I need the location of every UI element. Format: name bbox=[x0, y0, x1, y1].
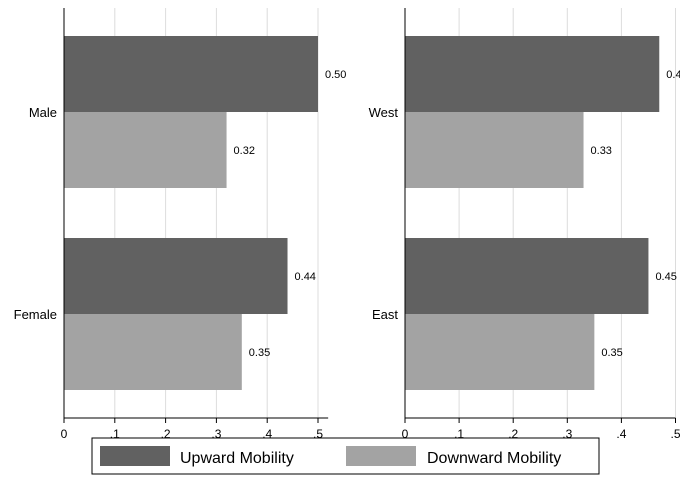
bar-upward-east bbox=[405, 238, 649, 314]
x-tick-label: .5 bbox=[670, 427, 680, 441]
x-tick-label: .1 bbox=[454, 427, 464, 441]
x-tick-label: .4 bbox=[262, 427, 272, 441]
bar-upward-male bbox=[64, 36, 318, 112]
data-label: 0.35 bbox=[601, 347, 622, 359]
category-label: Female bbox=[14, 307, 57, 322]
legend: Upward Mobility Downward Mobility bbox=[91, 437, 600, 475]
legend-box bbox=[91, 437, 600, 475]
x-tick-label: .2 bbox=[508, 427, 518, 441]
category-label: East bbox=[372, 307, 398, 322]
bar-downward-east bbox=[405, 314, 595, 390]
x-tick-label: .5 bbox=[313, 427, 323, 441]
x-tick-label: 0 bbox=[402, 427, 409, 441]
legend-swatch-upward bbox=[100, 446, 170, 466]
bar-downward-west bbox=[405, 112, 584, 188]
x-tick-label: .1 bbox=[110, 427, 120, 441]
category-label: West bbox=[369, 105, 399, 120]
x-tick-label: 0 bbox=[61, 427, 68, 441]
category-label: Male bbox=[29, 105, 57, 120]
bar-upward-west bbox=[405, 36, 660, 112]
x-tick-label: .3 bbox=[562, 427, 572, 441]
bar-downward-male bbox=[64, 112, 227, 188]
legend-label: Downward Mobility bbox=[427, 450, 561, 467]
data-label: 0.45 bbox=[655, 271, 676, 283]
x-tick-label: .2 bbox=[161, 427, 171, 441]
chart-panel-2: 0.4 0.33 West 0.45 0.35 East 0 .1 .2 .3 .4 .5 bbox=[369, 8, 680, 441]
data-label: 0.33 bbox=[591, 145, 612, 157]
data-label: 0.4 bbox=[666, 69, 680, 81]
bar-upward-female bbox=[64, 238, 288, 314]
legend-label: Upward Mobility bbox=[180, 450, 294, 467]
data-label: 0.50 bbox=[325, 69, 346, 81]
x-tick-label: .4 bbox=[616, 427, 626, 441]
data-label: 0.44 bbox=[295, 271, 316, 283]
legend-swatch-downward bbox=[346, 446, 416, 466]
data-label: 0.32 bbox=[234, 145, 255, 157]
x-tick-label: .3 bbox=[211, 427, 221, 441]
bar-downward-female bbox=[64, 314, 242, 390]
chart-panel-1: 0.50 0.32 Male 0.44 0.35 Female 0 .1 .2 .3 .4 .5 bbox=[14, 8, 346, 441]
data-label: 0.35 bbox=[249, 347, 270, 359]
